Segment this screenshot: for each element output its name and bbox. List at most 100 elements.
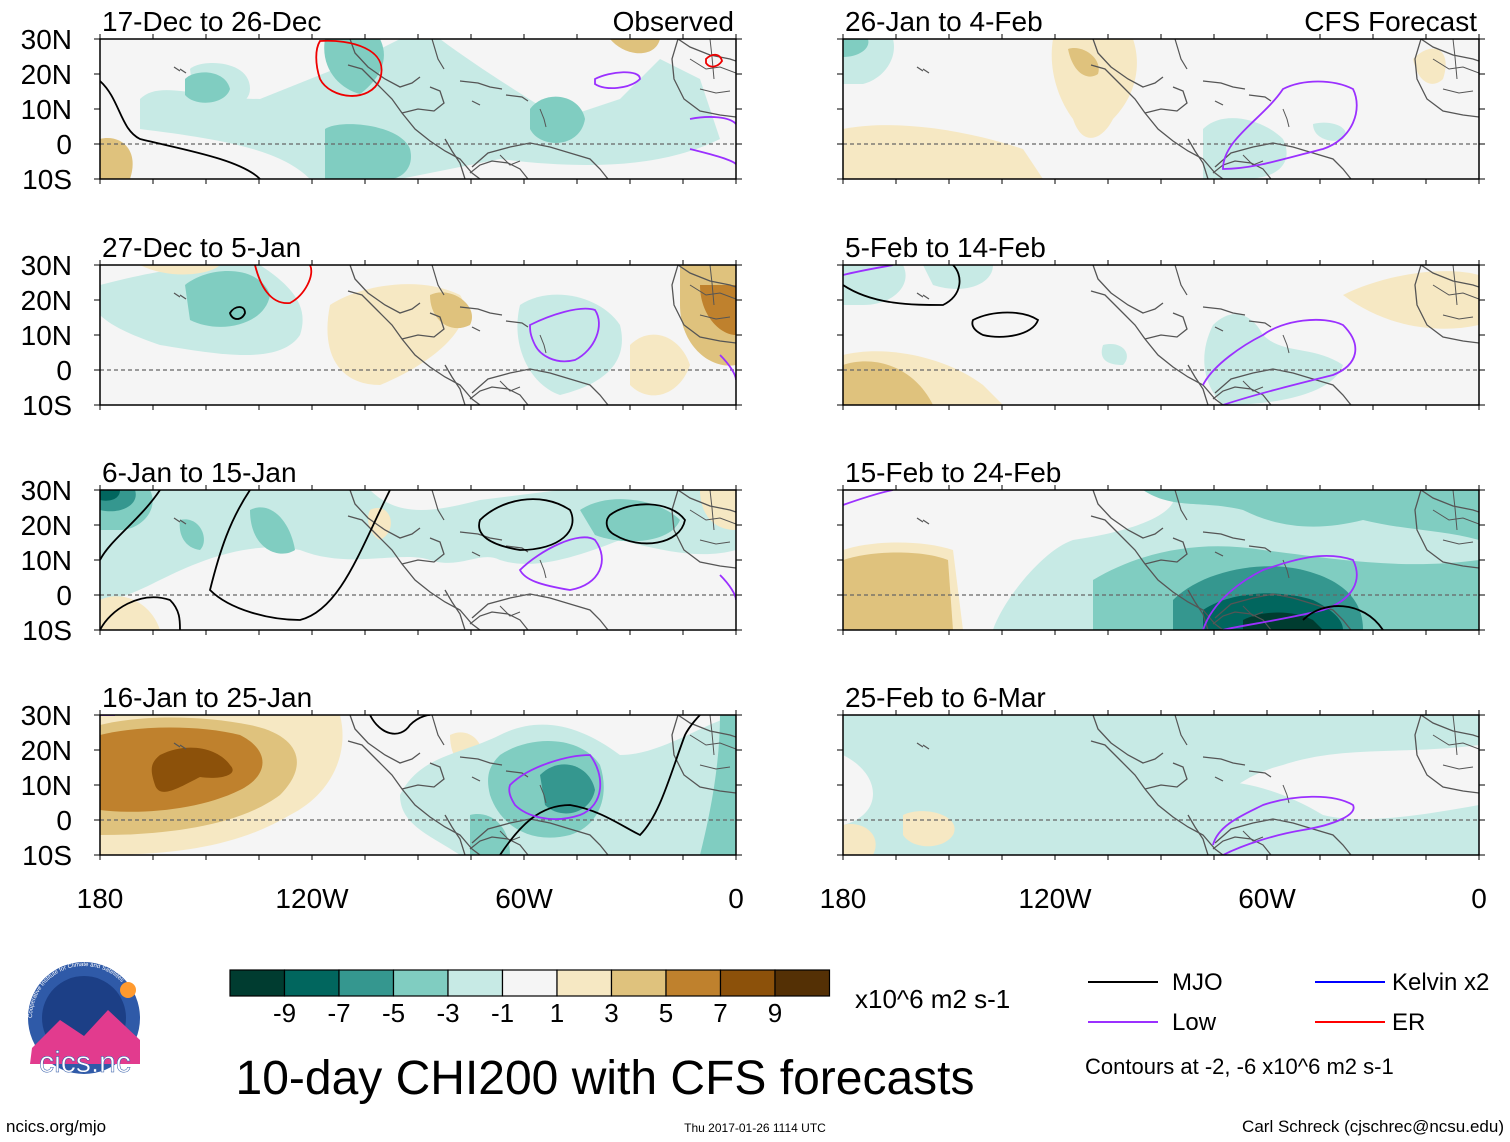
colorbar-tick-label: -1 [491, 998, 514, 1028]
anomaly-shading [843, 552, 953, 630]
colorbar-swatch [719, 969, 776, 997]
legend-label: Low [1172, 1009, 1217, 1036]
legend-label: Kelvin x2 [1392, 969, 1489, 996]
colorbar-tick-label: 9 [768, 998, 782, 1028]
anomaly-shading [327, 284, 465, 385]
anomaly-shading [1313, 122, 1346, 141]
anomaly-shading [1101, 344, 1127, 365]
colorbar-tick-label: -9 [273, 998, 296, 1028]
map-panel-5 [837, 34, 1485, 184]
panel-title: 17-Dec to 26-Dec [102, 6, 321, 37]
contour-line [100, 490, 181, 630]
colorbar-tick-label: -3 [436, 998, 459, 1028]
contour-line [1302, 605, 1384, 630]
anomaly-shading [843, 39, 869, 57]
footer-author: Carl Schreck (cjschrec@ncsu.edu) [1242, 1117, 1504, 1136]
panel-title: 26-Jan to 4-Feb [845, 6, 1043, 37]
anomaly-shading [843, 125, 1043, 179]
contour-line [315, 39, 383, 97]
latitude-label: 30N [21, 250, 72, 281]
anomaly-shading [540, 764, 595, 814]
anomaly-shading [1243, 612, 1323, 630]
latitude-label: 20N [21, 735, 72, 766]
contour-line [843, 265, 961, 306]
latitude-label: 10N [21, 770, 72, 801]
anomaly-shading [185, 72, 230, 103]
main-title: 10-day CHI200 with CFS forecasts [236, 1052, 975, 1105]
anomaly-shading [610, 39, 660, 54]
latitude-label: 0 [56, 580, 72, 611]
colorbar-tick-label: 3 [604, 998, 618, 1028]
contour-line [605, 503, 686, 545]
anomaly-shading [843, 824, 876, 855]
colorbar-tick-label: 1 [550, 998, 564, 1028]
anomaly-shading [1051, 39, 1137, 138]
anomaly-shading [843, 265, 906, 305]
anomaly-shading [843, 361, 933, 405]
logo-text: cics.nc [39, 1046, 131, 1079]
latitude-label: 10S [22, 615, 72, 646]
latitude-label: 10S [22, 840, 72, 871]
logo-sun-icon [120, 982, 136, 998]
latitude-label: 0 [56, 355, 72, 386]
anomaly-shading [179, 519, 204, 550]
anomaly-shading [100, 490, 120, 501]
longitude-label: 0 [1471, 883, 1487, 914]
footer-timestamp: Thu 2017-01-26 1114 UTC [684, 1121, 826, 1135]
map-panel-8 [837, 710, 1485, 860]
contour-line [229, 306, 246, 320]
map-panel-7 [837, 485, 1485, 635]
latitude-label: 20N [21, 510, 72, 541]
anomaly-shading [151, 747, 233, 792]
contour-line [1202, 318, 1357, 405]
colorbar-tick-label: 5 [659, 998, 673, 1028]
panel-title: 16-Jan to 25-Jan [102, 682, 312, 713]
latitude-label: 10S [22, 164, 72, 195]
panel-title: 6-Jan to 15-Jan [102, 457, 297, 488]
colorbar-swatch [229, 969, 286, 997]
latitude-label: 10N [21, 320, 72, 351]
anomaly-shading [923, 265, 993, 289]
latitude-label: 10N [21, 94, 72, 125]
anomaly-shading [1143, 490, 1479, 540]
panel-title: 5-Feb to 14-Feb [845, 232, 1046, 263]
contour-line [1212, 795, 1355, 855]
contour-line [529, 307, 600, 363]
colorbar-tick-label: -7 [327, 998, 350, 1028]
anomaly-shading [530, 96, 585, 143]
longitude-label: 120W [275, 883, 349, 914]
latitude-label: 20N [21, 59, 72, 90]
longitude-label: 60W [1238, 883, 1296, 914]
anomaly-shading [470, 814, 510, 855]
anomaly-shading [140, 265, 220, 275]
anomaly-shading [250, 507, 295, 554]
anomaly-shading [1413, 48, 1446, 84]
panel-title: 25-Feb to 6-Mar [845, 682, 1046, 713]
contour-line [594, 71, 641, 90]
latitude-label: 30N [21, 475, 72, 506]
contour-line [971, 311, 1040, 338]
contour-line [705, 53, 723, 68]
colorbar-swatch [665, 969, 722, 997]
colorbar-swatch [610, 969, 667, 997]
anomaly-shading [1204, 314, 1343, 405]
map-panel-1 [94, 34, 742, 184]
colorbar-units: x10^6 m2 s-1 [855, 984, 1010, 1014]
colorbar-swatch [556, 969, 613, 997]
anomaly-shading [1343, 271, 1479, 329]
contour-line [254, 265, 313, 304]
panel-title: 27-Dec to 5-Jan [102, 232, 301, 263]
longitude-label: 60W [495, 883, 553, 914]
anomaly-shading [700, 285, 736, 335]
longitude-label: 180 [820, 883, 867, 914]
colorbar-swatch [283, 969, 340, 997]
anomaly-shading [100, 138, 133, 179]
panel-title: 15-Feb to 24-Feb [845, 457, 1061, 488]
longitude-label: 180 [77, 883, 124, 914]
contour-line [1202, 554, 1358, 630]
colorbar-swatch [392, 969, 449, 997]
anomaly-shading [185, 271, 270, 327]
latitude-label: 20N [21, 285, 72, 316]
contour-line [689, 116, 736, 165]
map-panel-2 [94, 260, 742, 410]
